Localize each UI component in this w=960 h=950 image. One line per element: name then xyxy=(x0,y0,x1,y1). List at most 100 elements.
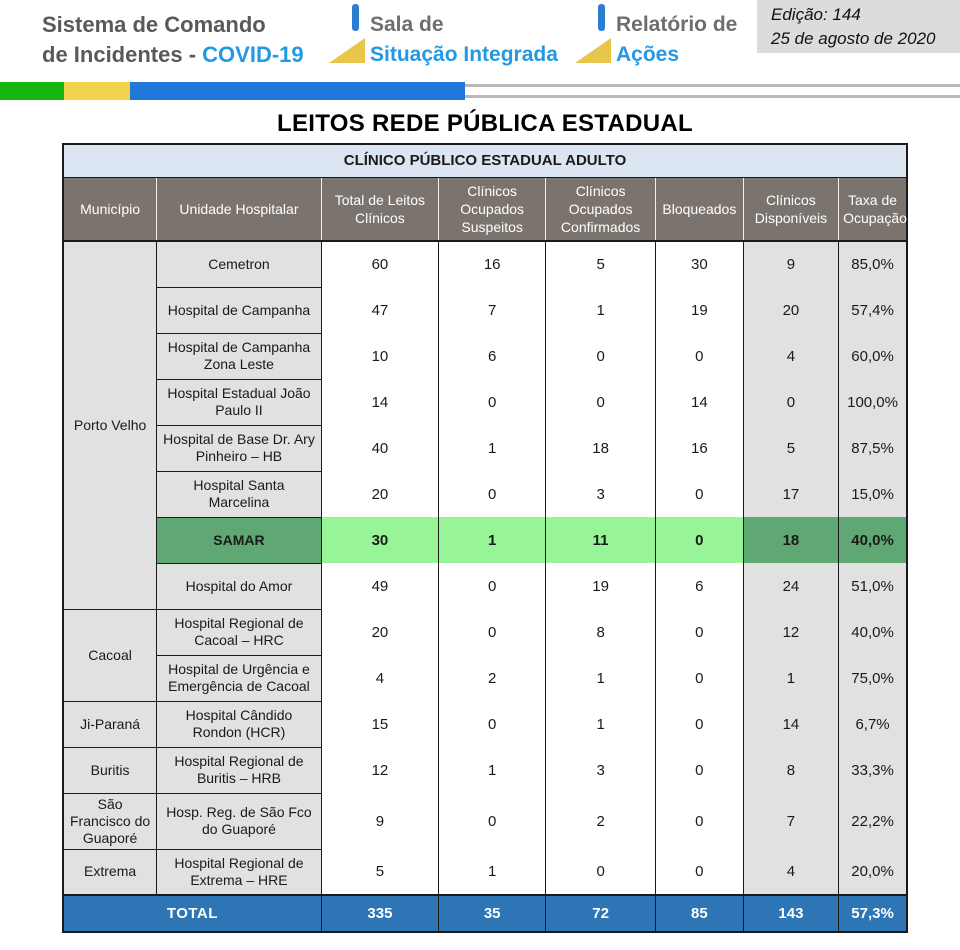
col-header-ocupados-confirmados: Clínicos Ocupados Confirmados xyxy=(545,177,656,242)
strip-green-segment xyxy=(0,82,64,100)
hospital-cell: Hospital Santa Marcelina xyxy=(156,470,322,518)
value-cell: 60 xyxy=(320,241,440,287)
table-row: Extrema Hospital Regional de Extrema – HR… xyxy=(62,848,908,896)
value-cell: 60,0% xyxy=(838,333,908,379)
value-cell: 20 xyxy=(320,471,440,517)
value-cell: 10 xyxy=(320,333,440,379)
value-cell: 12 xyxy=(320,747,440,793)
page-title: LEITOS REDE PÚBLICA ESTADUAL xyxy=(277,110,693,137)
col-header-total-leitos: Total de Leitos Clínicos xyxy=(320,177,439,242)
incident-command-logo: Sistema de Comando de Incidentes - COVID… xyxy=(42,10,304,70)
value-cell: 0 xyxy=(438,471,547,517)
total-value: 72 xyxy=(545,894,656,932)
logo-line1: Sistema de Comando xyxy=(42,12,266,37)
municipality-cell: Cacoal xyxy=(62,608,158,702)
value-cell: 0 xyxy=(654,849,744,895)
value-cell: 9 xyxy=(742,241,840,287)
beds-table: CLÍNICO PÚBLICO ESTADUAL ADULTO Municípi… xyxy=(62,143,908,933)
value-cell: 0 xyxy=(545,849,656,895)
value-cell: 9 xyxy=(320,793,440,849)
value-cell: 6 xyxy=(438,333,547,379)
value-cell: 30 xyxy=(320,517,440,563)
edition-date: 25 de agosto de 2020 xyxy=(771,29,936,48)
value-cell: 0 xyxy=(438,793,547,849)
value-cell: 24 xyxy=(742,563,840,609)
table-row: Hospital Santa Marcelina 20 0 3 0 17 15,0% xyxy=(63,470,908,518)
value-cell: 18 xyxy=(742,517,840,563)
value-cell: 30 xyxy=(654,241,744,287)
value-cell: 0 xyxy=(438,609,547,655)
value-cell: 16 xyxy=(654,425,744,471)
municipality-cell: Porto Velho xyxy=(62,240,158,610)
strip-blue-segment xyxy=(130,82,465,100)
value-cell: 0 xyxy=(654,471,744,517)
value-cell: 0 xyxy=(654,701,744,747)
value-cell: 0 xyxy=(654,333,744,379)
value-cell: 47 xyxy=(320,287,440,333)
col-header-unidade: Unidade Hospitalar xyxy=(156,177,322,242)
yellow-triangle-icon xyxy=(329,38,365,63)
situation-room-line2: Situação Integrada xyxy=(370,43,558,66)
table-row-highlighted: SAMAR 30 1 11 0 18 40,0% xyxy=(63,516,908,564)
municipality-cell: Buritis xyxy=(62,746,158,794)
value-cell: 7 xyxy=(742,793,840,849)
actions-report-line1: Relatório de xyxy=(616,13,738,36)
col-header-municipio: Município xyxy=(63,177,157,242)
value-cell: 49 xyxy=(320,563,440,609)
table-row: São Francisco do Guaporé Hosp. Reg. de Sã… xyxy=(62,792,908,850)
hospital-cell: Hospital Estadual João Paulo II xyxy=(156,378,322,426)
value-cell: 0 xyxy=(545,379,656,425)
value-cell: 0 xyxy=(654,747,744,793)
yellow-triangle-icon xyxy=(575,38,611,63)
table-row: Cacoal Hospital Regional de Cacoal – HRC 2… xyxy=(62,608,908,702)
col-header-ocupados-suspeitos: Clínicos Ocupados Suspeitos xyxy=(438,177,546,242)
value-cell: 8 xyxy=(742,747,840,793)
value-cell: 17 xyxy=(742,471,840,517)
value-cell: 1 xyxy=(742,655,840,701)
value-cell: 1 xyxy=(438,425,547,471)
total-value: 143 xyxy=(742,894,839,932)
value-cell: 0 xyxy=(742,379,840,425)
value-cell: 4 xyxy=(742,849,840,895)
situation-room-logo: Sala de Situação Integrada xyxy=(370,10,558,70)
value-cell: 3 xyxy=(545,747,656,793)
edition-box: Edição: 144 25 de agosto de 2020 xyxy=(757,0,960,53)
value-cell: 1 xyxy=(438,849,547,895)
table-row: Hospital de Campanha 47 7 1 19 20 57,4% xyxy=(63,286,908,334)
municipality-cell: São Francisco do Guaporé xyxy=(62,792,158,850)
strip-yellow-segment xyxy=(64,82,130,100)
hospital-cell: Hospital de Campanha Zona Leste xyxy=(156,332,322,380)
table-row: Buritis Hospital Regional de Buritis – HR… xyxy=(62,746,908,794)
value-cell: 8 xyxy=(545,609,656,655)
value-cell: 5 xyxy=(742,425,840,471)
value-cell: 19 xyxy=(654,287,744,333)
value-cell: 40,0% xyxy=(838,609,908,655)
value-cell: 15 xyxy=(320,701,440,747)
col-header-disponiveis: Clínicos Disponíveis xyxy=(742,177,839,242)
covid-19-label: COVID-19 xyxy=(202,42,304,67)
municipality-cell: Extrema xyxy=(62,848,158,896)
value-cell: 100,0% xyxy=(838,379,908,425)
hospital-cell: Hospital de Urgência e Emergência de Cac… xyxy=(156,654,322,702)
beds-table-wrapper: CLÍNICO PÚBLICO ESTADUAL ADULTO Municípi… xyxy=(62,143,908,933)
value-cell: 20 xyxy=(742,287,840,333)
hospital-cell: Hospital de Base Dr. Ary Pinheiro – HB xyxy=(156,424,322,472)
table-row: Hospital de Campanha Zona Leste 10 6 0 0 4 60,… xyxy=(63,332,908,380)
total-label: TOTAL xyxy=(63,894,322,932)
value-cell: 14 xyxy=(742,701,840,747)
blue-bar-icon xyxy=(352,4,359,31)
value-cell: 15,0% xyxy=(838,471,908,517)
table-row: Hospital Estadual João Paulo II 14 0 0 14 0 10… xyxy=(63,378,908,426)
value-cell: 6,7% xyxy=(838,701,908,747)
value-cell: 40 xyxy=(320,425,440,471)
value-cell: 1 xyxy=(545,655,656,701)
value-cell: 7 xyxy=(438,287,547,333)
value-cell: 87,5% xyxy=(838,425,908,471)
hospital-cell: SAMAR xyxy=(156,516,322,564)
value-cell: 19 xyxy=(545,563,656,609)
value-cell: 20 xyxy=(320,609,440,655)
col-header-bloqueados: Bloqueados xyxy=(654,177,744,242)
value-cell: 57,4% xyxy=(838,287,908,333)
total-value: 35 xyxy=(438,894,546,932)
logo-line2: de Incidentes - COVID-19 xyxy=(42,42,304,67)
